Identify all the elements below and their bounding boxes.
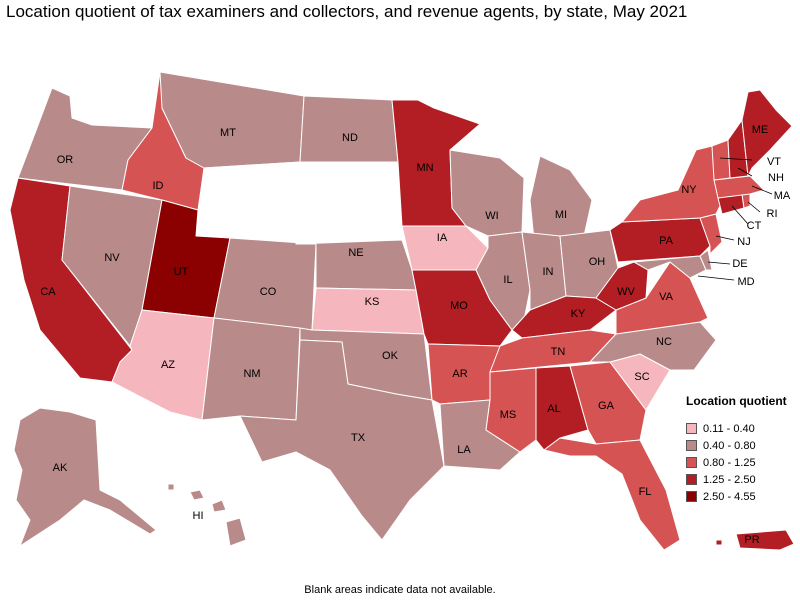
- legend-item: 2.50 - 4.55: [686, 488, 796, 505]
- legend-swatch: [686, 491, 697, 502]
- state-label-VT: VT: [767, 156, 781, 168]
- state-label-OK: OK: [382, 350, 399, 362]
- state-label-NY: NY: [681, 184, 697, 196]
- legend-label: 2.50 - 4.55: [703, 490, 756, 503]
- state-RI[interactable]: [741, 193, 751, 209]
- state-label-NC: NC: [656, 336, 672, 348]
- state-label-CA: CA: [40, 286, 56, 298]
- state-PR[interactable]: [715, 529, 795, 551]
- legend-label: 1.25 - 2.50: [703, 473, 756, 486]
- legend-swatch: [686, 440, 697, 451]
- state-label-MN: MN: [416, 162, 433, 174]
- state-label-NV: NV: [104, 252, 120, 264]
- legend-item: 0.11 - 0.40: [686, 420, 796, 437]
- state-label-CO: CO: [260, 286, 277, 298]
- state-label-WV: WV: [617, 286, 635, 298]
- state-label-KY: KY: [571, 308, 586, 320]
- legend-item: 1.25 - 2.50: [686, 471, 796, 488]
- state-label-IN: IN: [543, 266, 554, 278]
- state-label-SC: SC: [634, 371, 649, 383]
- state-FL[interactable]: [543, 437, 681, 551]
- state-label-IL: IL: [503, 274, 512, 286]
- state-label-NM: NM: [243, 368, 260, 380]
- legend-title: Location quotient: [686, 394, 787, 408]
- state-label-UT: UT: [174, 266, 189, 278]
- state-TX[interactable]: [239, 339, 445, 541]
- state-label-NJ: NJ: [737, 236, 750, 248]
- leader-lines: [697, 157, 773, 281]
- state-label-ID: ID: [153, 180, 164, 192]
- state-label-LA: LA: [457, 444, 471, 456]
- state-label-OR: OR: [57, 154, 74, 166]
- state-WY[interactable]: [195, 161, 301, 245]
- state-NY[interactable]: [621, 145, 723, 223]
- state-label-MA: MA: [774, 190, 791, 202]
- legend-label: 0.40 - 0.80: [703, 439, 756, 452]
- state-MI[interactable]: [529, 155, 593, 241]
- state-KS[interactable]: [311, 287, 425, 335]
- state-label-KS: KS: [365, 296, 380, 308]
- state-label-AK: AK: [53, 462, 68, 474]
- state-label-RI: RI: [767, 208, 778, 220]
- state-label-CT: CT: [747, 220, 762, 232]
- state-label-WI: WI: [485, 210, 498, 222]
- legend: Location quotient 0.11 - 0.40 0.40 - 0.80…: [686, 394, 796, 505]
- state-label-ME: ME: [752, 124, 769, 136]
- state-labels: OR CA NV ID MT UT AZ CO NM ND NE KS OK TX MN IA MO AR LA WI…: [40, 124, 791, 546]
- state-SD[interactable]: [295, 161, 403, 245]
- legend-item: 0.80 - 1.25: [686, 454, 796, 471]
- state-HI[interactable]: [167, 483, 247, 547]
- state-label-AL: AL: [547, 403, 560, 415]
- state-label-NH: NH: [768, 172, 784, 184]
- state-label-MS: MS: [500, 409, 517, 421]
- state-label-MT: MT: [220, 127, 236, 139]
- state-label-NE: NE: [348, 247, 363, 259]
- state-label-GA: GA: [598, 400, 615, 412]
- state-ME[interactable]: [741, 89, 793, 177]
- state-AK[interactable]: [13, 407, 157, 547]
- state-label-OH: OH: [589, 256, 606, 268]
- state-CO[interactable]: [213, 237, 317, 331]
- legend-swatch: [686, 457, 697, 468]
- map-title: Location quotient of tax examiners and c…: [6, 2, 688, 21]
- legend-swatch: [686, 423, 697, 434]
- state-label-AR: AR: [452, 368, 467, 380]
- state-VT[interactable]: [711, 139, 731, 181]
- state-label-MI: MI: [555, 209, 567, 221]
- state-label-PA: PA: [659, 235, 674, 247]
- state-label-MD: MD: [737, 276, 754, 288]
- legend-label: 0.11 - 0.40: [703, 422, 755, 435]
- state-label-VA: VA: [659, 291, 674, 303]
- legend-item: 0.40 - 0.80: [686, 437, 796, 454]
- state-label-TX: TX: [351, 432, 366, 444]
- state-ND[interactable]: [299, 95, 399, 163]
- state-label-IA: IA: [437, 232, 448, 244]
- legend-swatch: [686, 474, 697, 485]
- legend-label: 0.80 - 1.25: [703, 456, 756, 469]
- state-label-ND: ND: [342, 132, 358, 144]
- state-label-PR: PR: [744, 534, 759, 546]
- state-label-AZ: AZ: [161, 359, 175, 371]
- footnote: Blank areas indicate data not available.: [304, 584, 496, 596]
- state-label-FL: FL: [639, 486, 652, 498]
- state-label-DE: DE: [732, 258, 747, 270]
- state-DE[interactable]: [699, 249, 713, 271]
- state-label-MO: MO: [450, 300, 468, 312]
- state-label-HI: HI: [193, 510, 204, 522]
- state-label-TN: TN: [551, 346, 566, 358]
